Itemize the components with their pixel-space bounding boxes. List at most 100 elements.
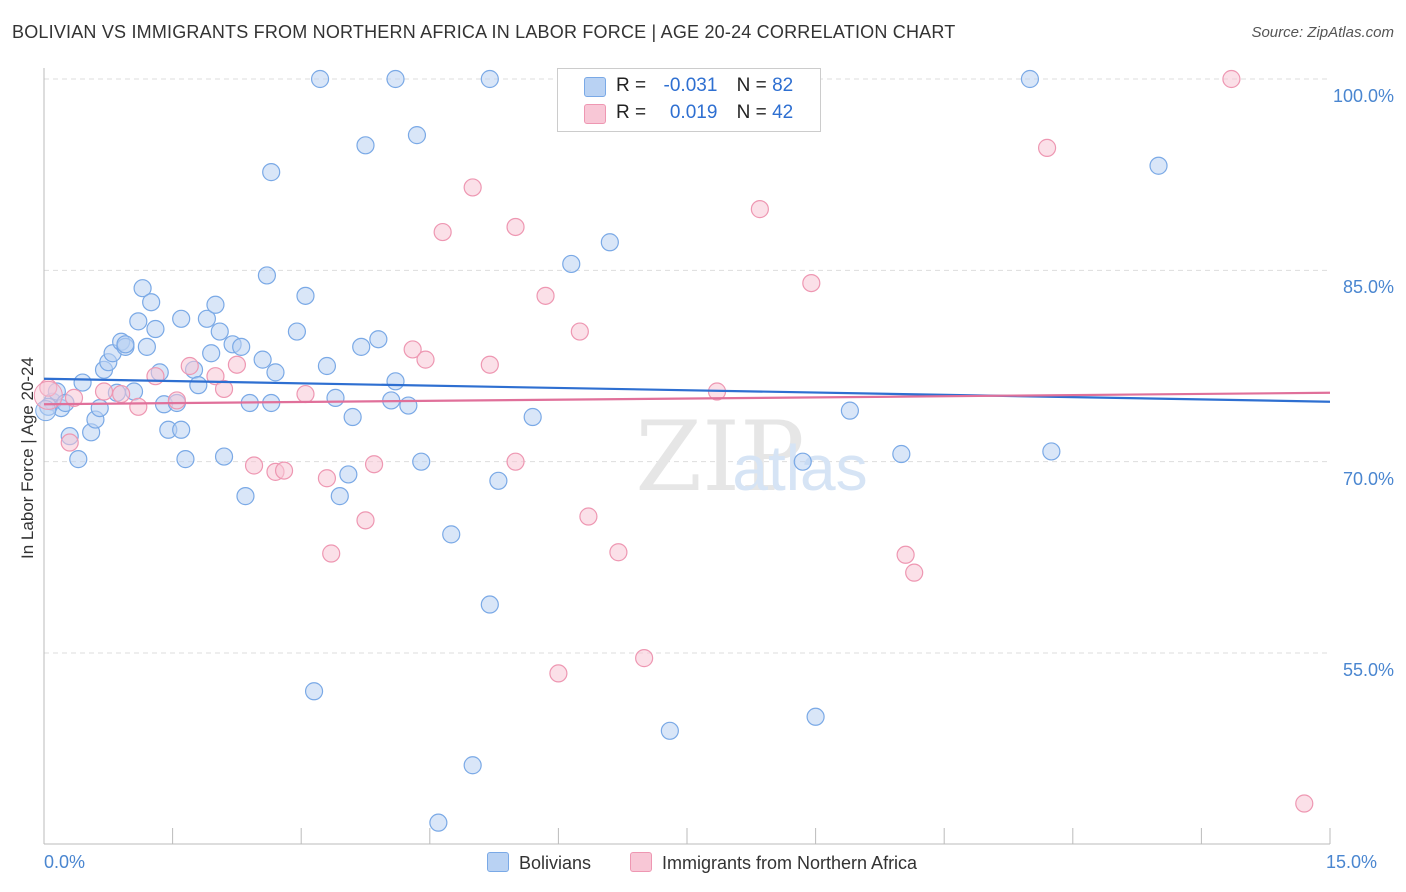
northern-africa-points	[33, 69, 1314, 813]
northern-africa-point	[1037, 138, 1057, 157]
bolivian-point	[202, 344, 221, 363]
bolivian-point	[317, 356, 337, 376]
northern-africa-point	[274, 461, 294, 480]
legend-n-value: 82	[772, 75, 794, 96]
northern-africa-point	[364, 455, 384, 474]
legend-swatch-pink	[584, 104, 606, 124]
bolivian-point	[840, 401, 859, 420]
bolivian-point	[172, 420, 191, 439]
northern-africa-point	[609, 543, 628, 562]
bolivian-point	[369, 330, 388, 349]
northern-africa-point	[403, 340, 422, 359]
northern-africa-point	[94, 382, 114, 401]
bolivian-point	[172, 309, 191, 328]
northern-africa-point	[896, 545, 915, 564]
bolivian-point	[304, 682, 324, 701]
bolivian-point	[1042, 442, 1061, 461]
watermark-zip: ZIP	[635, 401, 804, 513]
bottom-legend-bolivians: Bolivians	[487, 852, 591, 874]
axes	[43, 68, 1331, 845]
bolivian-point	[892, 444, 911, 464]
northern-africa-point	[506, 217, 525, 237]
northern-africa-trend-line	[43, 391, 1331, 406]
y-tick-label: 85.0%	[1342, 277, 1394, 298]
bolivian-point	[523, 407, 542, 427]
bolivian-point	[562, 254, 581, 274]
legend-row-northern-africa: R = 0.019 N = 42	[616, 102, 793, 126]
bolivian-point	[386, 372, 405, 391]
bolivian-point	[287, 322, 307, 341]
northern-africa-point	[214, 379, 234, 399]
bolivian-point	[339, 465, 358, 484]
bolivian-point	[343, 407, 362, 427]
bolivians-points	[35, 69, 1168, 832]
legend-row-bolivians: R = -0.031 N = 82	[616, 75, 793, 99]
legend-n-label: N =	[736, 75, 767, 96]
bolivian-point	[296, 286, 315, 305]
x-tick-max: 15.0%	[1326, 852, 1378, 872]
bottom-legend-label: Bolivians	[519, 853, 592, 873]
legend-n-value: 42	[772, 102, 794, 123]
bolivian-point	[142, 293, 161, 312]
northern-africa-point	[536, 286, 555, 305]
northern-africa-point	[463, 178, 482, 197]
bolivian-point	[257, 266, 277, 285]
bolivian-point	[236, 487, 255, 506]
northern-africa-point	[322, 544, 341, 563]
legend-r-value: 0.019	[669, 102, 718, 123]
bolivian-point	[310, 69, 330, 89]
x-tick-min: 0.0%	[44, 852, 86, 872]
bolivian-point	[429, 813, 448, 832]
bolivian-point	[210, 322, 229, 341]
y-tick-label: 70.0%	[1342, 468, 1394, 489]
legend-r-label: R =	[616, 75, 647, 96]
bottom-legend-northern-africa: Immigrants from Northern Africa	[630, 852, 917, 874]
bolivian-point	[129, 312, 148, 331]
bolivian-point	[137, 337, 156, 356]
bolivian-point	[489, 471, 508, 490]
trend-lines	[43, 377, 1331, 406]
northern-africa-point	[433, 222, 452, 242]
bolivian-point	[206, 295, 225, 314]
bottom-legend-label: Immigrants from Northern Africa	[662, 853, 918, 873]
bolivian-point	[73, 373, 92, 392]
y-tick-label: 100.0%	[1332, 86, 1394, 106]
source-label: Source: ZipAtlas.com	[1251, 24, 1394, 41]
legend-r-value: -0.031	[663, 75, 718, 96]
northern-africa-point	[750, 200, 769, 219]
legend-r-label: R =	[616, 102, 647, 123]
northern-africa-point	[570, 322, 589, 341]
bolivian-point	[262, 163, 281, 182]
bolivian-point	[1020, 69, 1040, 89]
northern-africa-point	[167, 391, 186, 410]
bolivian-point	[90, 398, 109, 418]
bolivian-point	[133, 279, 152, 298]
bottom-swatch-pink	[630, 852, 652, 872]
bolivian-point	[407, 126, 427, 145]
northern-africa-point	[60, 433, 79, 452]
bolivians-trend-line	[43, 377, 1331, 403]
bolivian-point	[214, 447, 234, 466]
bolivian-point	[463, 756, 482, 775]
bolivian-point	[176, 450, 195, 469]
bolivian-point	[69, 450, 88, 469]
chart-title: BOLIVIAN VS IMMIGRANTS FROM NORTHERN AFR…	[12, 22, 956, 42]
northern-africa-point	[129, 397, 148, 416]
bolivian-point	[442, 525, 461, 544]
bolivian-point	[253, 350, 272, 369]
northern-africa-point	[180, 356, 199, 376]
northern-africa-point	[317, 469, 337, 488]
legend-swatch-blue	[584, 77, 606, 97]
bolivian-point	[806, 707, 825, 726]
northern-africa-point	[549, 664, 568, 683]
bolivian-point	[600, 233, 619, 252]
bolivian-point	[793, 452, 812, 471]
bolivian-point	[480, 69, 499, 89]
bolivian-point	[412, 452, 431, 471]
northern-africa-point	[112, 384, 131, 404]
bolivian-point	[356, 136, 375, 155]
y-tick-label: 55.0%	[1342, 660, 1394, 680]
northern-africa-point	[802, 273, 821, 293]
bolivian-point	[660, 721, 679, 740]
